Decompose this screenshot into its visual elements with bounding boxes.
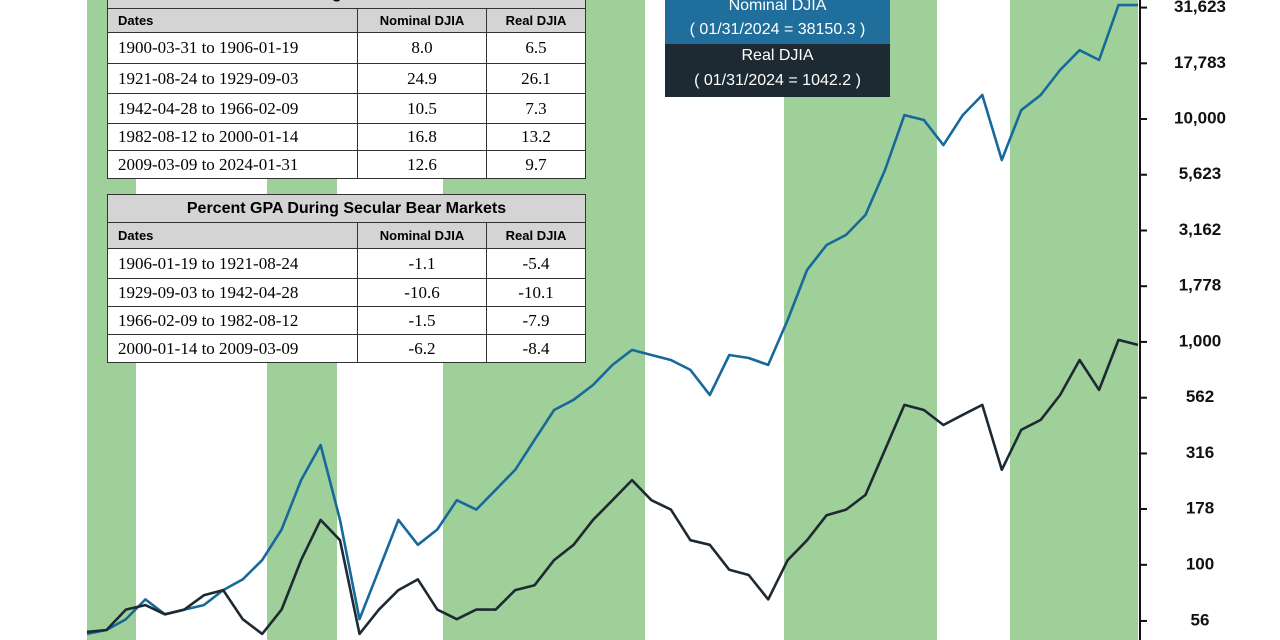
table-cell: 26.1 xyxy=(486,63,586,94)
y-tick-label: 10,000 xyxy=(1174,109,1226,128)
legend-label: Nominal DJIA xyxy=(728,0,827,14)
y-tick-label: 316 xyxy=(1186,443,1214,462)
bull-band xyxy=(1010,0,1138,640)
legend-label: Real DJIA xyxy=(741,47,814,64)
y-tick-label: 562 xyxy=(1186,387,1214,406)
table-title-row: Percent GPA During Secular Bear Markets xyxy=(107,194,586,223)
table-cell: 6.5 xyxy=(486,32,586,64)
y-tick-label: 178 xyxy=(1186,498,1214,517)
column-header: Real DJIA xyxy=(486,8,586,33)
table-row: 2000-01-14 to 2009-03-09 -6.2 -8.4 xyxy=(107,334,586,363)
table-cell: 1966-02-09 to 1982-08-12 xyxy=(107,306,358,335)
table-row: 1900-03-31 to 1906-01-19 8.0 6.5 xyxy=(107,32,586,64)
legend-note: ( 01/31/2024 = 1042.2 ) xyxy=(694,72,861,89)
stats-table: Percent GPA During Secular Bear Markets D… xyxy=(107,194,586,363)
table-cell: 1942-04-28 to 1966-02-09 xyxy=(107,93,358,124)
table-cell: 2009-03-09 to 2024-01-31 xyxy=(107,150,358,179)
table-cell: 24.9 xyxy=(357,63,487,94)
y-tick-label: 17,783 xyxy=(1174,53,1226,72)
table-cell: 1982-08-12 to 2000-01-14 xyxy=(107,123,358,151)
table-header-row: Dates Nominal DJIA Real DJIA xyxy=(107,222,586,249)
table-row: 1982-08-12 to 2000-01-14 16.8 13.2 xyxy=(107,123,586,151)
y-tick-label: 1,000 xyxy=(1179,331,1222,350)
table-cell: -1.1 xyxy=(357,248,487,279)
table-cell: -6.2 xyxy=(357,334,487,363)
y-tick-label: 56 xyxy=(1191,610,1210,629)
legend-nominal: Nominal DJIA ( 01/31/2024 = 38150.3 ) xyxy=(665,0,890,44)
y-tick-label: 5,623 xyxy=(1179,164,1222,183)
legend-note: ( 01/31/2024 = 38150.3 ) xyxy=(689,21,866,38)
table-row: 1906-01-19 to 1921-08-24 -1.1 -5.4 xyxy=(107,248,586,279)
column-header: Nominal DJIA xyxy=(357,8,487,33)
table-cell: -5.4 xyxy=(486,248,586,279)
column-header: Nominal DJIA xyxy=(357,222,487,249)
table-cell: 1900-03-31 to 1906-01-19 xyxy=(107,32,358,64)
y-tick-label: 100 xyxy=(1186,554,1214,573)
table-cell: 10.5 xyxy=(357,93,487,124)
table-cell: -10.1 xyxy=(486,278,586,307)
column-header: Dates xyxy=(107,222,358,249)
table-cell: 1921-08-24 to 1929-09-03 xyxy=(107,63,358,94)
table-title-row: Percent GPA During Secular Bull Markets xyxy=(107,0,586,9)
y-tick-label: 3,162 xyxy=(1179,220,1222,239)
table-cell: 13.2 xyxy=(486,123,586,151)
series-line xyxy=(86,338,1139,636)
legend-real: Real DJIA ( 01/31/2024 = 1042.2 ) xyxy=(665,44,890,97)
table-cell: 1929-09-03 to 1942-04-28 xyxy=(107,278,358,307)
series-line xyxy=(86,3,1138,636)
table-cell: 7.3 xyxy=(486,93,586,124)
table-cell: 16.8 xyxy=(357,123,487,151)
stats-table: Percent GPA During Secular Bull MarketsD… xyxy=(107,0,586,179)
table-title: Percent GPA During Secular Bear Markets xyxy=(107,194,586,223)
bull-band xyxy=(784,0,937,640)
table-cell: 1906-01-19 to 1921-08-24 xyxy=(107,248,358,279)
table-row: 1966-02-09 to 1982-08-12 -1.5 -7.9 xyxy=(107,306,586,335)
table-row: 1929-09-03 to 1942-04-28 -10.6 -10.1 xyxy=(107,278,586,307)
table-cell: 12.6 xyxy=(357,150,487,179)
y-tick-label: 1,778 xyxy=(1179,276,1222,295)
table-cell: -7.9 xyxy=(486,306,586,335)
table-cell: 2000-01-14 to 2009-03-09 xyxy=(107,334,358,363)
y-tick-label: 31,623 xyxy=(1174,0,1226,16)
table-row: 1942-04-28 to 1966-02-09 10.5 7.3 xyxy=(107,93,586,124)
table-header-row: Dates Nominal DJIA Real DJIA xyxy=(107,8,586,33)
table-cell: -8.4 xyxy=(486,334,586,363)
table-row: 1921-08-24 to 1929-09-03 24.9 26.1 xyxy=(107,63,586,94)
table-row: 2009-03-09 to 2024-01-31 12.6 9.7 xyxy=(107,150,586,179)
table-cell: 8.0 xyxy=(357,32,487,64)
column-header: Dates xyxy=(107,8,358,33)
table-cell: 9.7 xyxy=(486,150,586,179)
column-header: Real DJIA xyxy=(486,222,586,249)
table-cell: -1.5 xyxy=(357,306,487,335)
table-cell: -10.6 xyxy=(357,278,487,307)
table-title: Percent GPA During Secular Bull Markets xyxy=(107,0,586,9)
